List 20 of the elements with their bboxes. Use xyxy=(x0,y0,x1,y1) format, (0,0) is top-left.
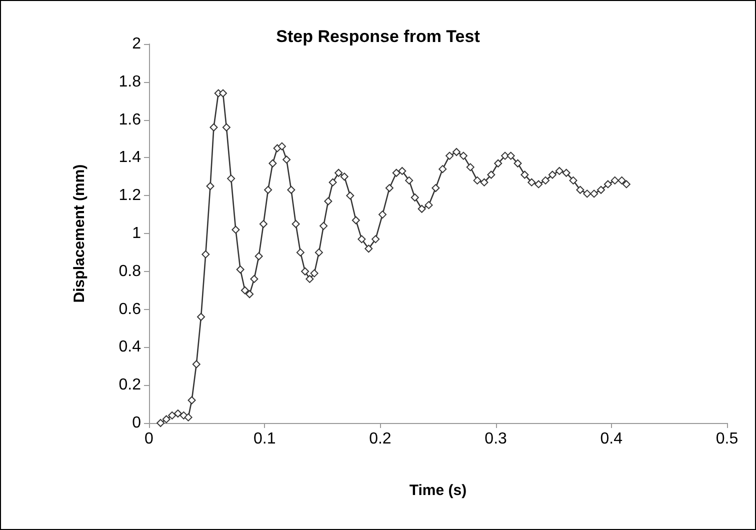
x-tick-label: 0 xyxy=(144,430,154,448)
y-tick-label: 0.8 xyxy=(118,262,142,280)
x-tick-label: 0.1 xyxy=(253,430,276,448)
y-tick-label: 1.6 xyxy=(118,111,142,128)
x-tick-label: 0.3 xyxy=(484,430,508,448)
y-tick-label: 0.6 xyxy=(118,300,142,318)
y-tick-label: 1.8 xyxy=(118,73,142,90)
x-tick-label: 0.4 xyxy=(600,430,623,448)
y-tick-label: 0.4 xyxy=(118,338,142,356)
y-tick-label: 0 xyxy=(132,414,142,432)
y-tick-label: 1.2 xyxy=(118,187,142,204)
y-tick-label: 1.4 xyxy=(118,149,142,166)
x-tick-label: 0.2 xyxy=(369,430,392,448)
y-tick-label: 0.2 xyxy=(118,376,142,394)
y-axis-title: Displacement (mm) xyxy=(71,164,88,303)
x-axis-title: Time (s) xyxy=(409,482,467,499)
y-tick-label: 1 xyxy=(132,225,142,242)
y-tick-label: 2 xyxy=(132,36,142,52)
chart-title: Step Response from Test xyxy=(276,27,480,46)
x-tick-label: 0.5 xyxy=(716,430,738,448)
